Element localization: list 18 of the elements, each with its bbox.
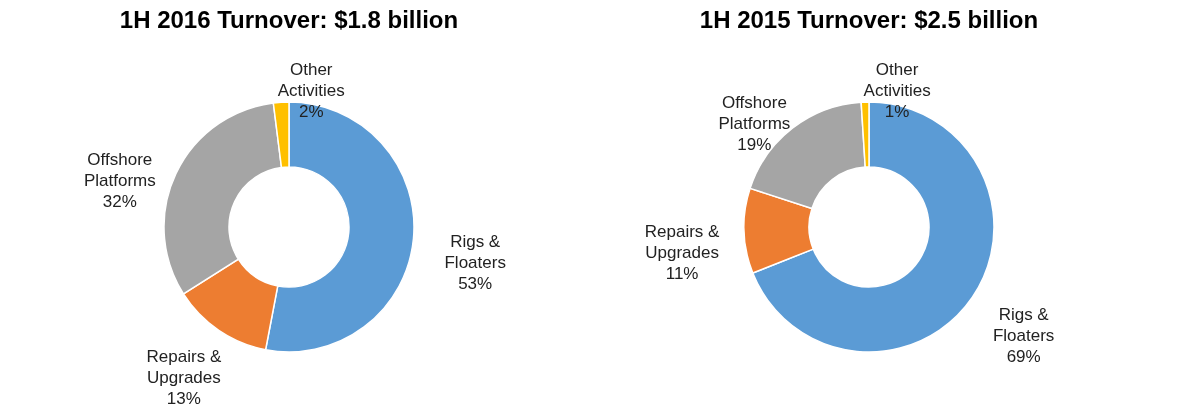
slice-label: Offshore Platforms [83, 150, 156, 191]
data-label: 11% [665, 263, 699, 283]
data-label: 53% [458, 273, 493, 293]
slice-label: Other Activities [277, 60, 345, 101]
data-label: 1% [884, 102, 910, 122]
data-label: 19% [737, 134, 772, 154]
slice-label: Rigs & Floaters [992, 305, 1055, 346]
data-label: 32% [102, 192, 137, 212]
chart-title: 1H 2016 Turnover: $1.8 billion [119, 6, 459, 33]
slice-label: Repairs & Upgrades [644, 221, 721, 262]
data-label: 69% [1006, 347, 1041, 367]
slice-label: Rigs & Floaters [444, 231, 506, 272]
chart-title: 1H 2015 Turnover: $2.5 billion [699, 6, 1039, 33]
data-label: 13% [166, 388, 201, 408]
data-label: 2% [298, 102, 324, 122]
slice-label: Repairs & Upgrades [146, 346, 222, 387]
slice-label: Offshore Platforms [718, 92, 791, 133]
slice-label: Other Activities [863, 60, 931, 101]
